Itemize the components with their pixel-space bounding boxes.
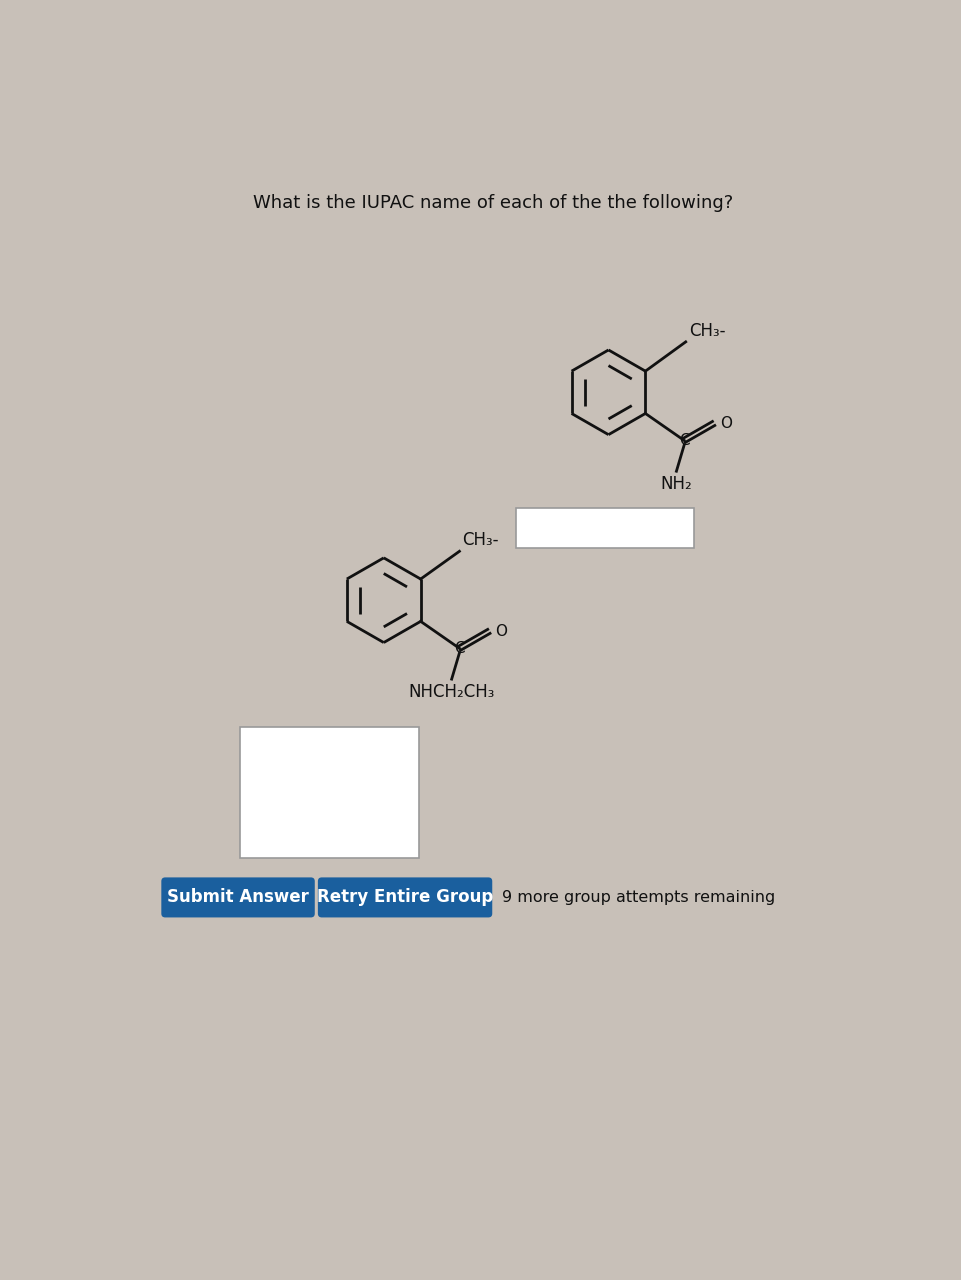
Text: O: O — [719, 416, 731, 431]
Text: O: O — [495, 623, 506, 639]
Text: 9 more group attempts remaining: 9 more group attempts remaining — [502, 890, 775, 905]
Text: C: C — [678, 433, 689, 448]
FancyBboxPatch shape — [240, 727, 418, 858]
FancyBboxPatch shape — [317, 877, 492, 918]
FancyBboxPatch shape — [161, 877, 314, 918]
Text: CH₃-: CH₃- — [462, 531, 499, 549]
Text: Submit Answer: Submit Answer — [167, 888, 308, 906]
Text: C: C — [454, 641, 464, 655]
Text: NH₂: NH₂ — [660, 475, 692, 493]
Text: What is the IUPAC name of each of the the following?: What is the IUPAC name of each of the th… — [253, 193, 732, 211]
Text: NHCH₂CH₃: NHCH₂CH₃ — [408, 684, 494, 701]
Text: CH₃-: CH₃- — [688, 321, 725, 339]
FancyBboxPatch shape — [515, 508, 693, 548]
Text: Retry Entire Group: Retry Entire Group — [316, 888, 493, 906]
